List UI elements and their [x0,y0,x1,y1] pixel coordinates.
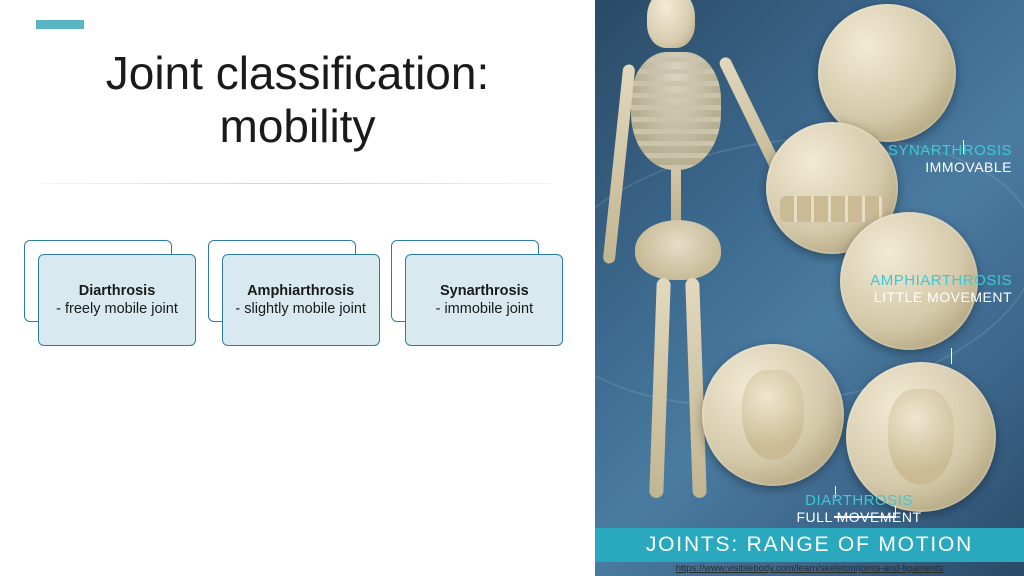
card-title: Amphiarthrosis [247,282,354,300]
banner: JOINTS: RANGE OF MOTION [595,528,1024,562]
divider [42,183,553,184]
callout-title: AMPHIARTHROSIS [870,272,1012,289]
callout-diarthrosis: DIARTHROSIS FULL MOVEMENT [794,492,924,525]
callout-title: SYNARTHROSIS [888,142,1012,159]
callout-sub: LITTLE MOVEMENT [870,289,1012,305]
detail-ankle [846,362,996,512]
card-body: Diarthrosis - freely mobile joint [38,254,196,346]
accent-bar [36,20,84,29]
content-panel: Joint classification: mobility Diarthros… [0,0,595,576]
callout-synarthrosis: SYNARTHROSIS IMMOVABLE [888,142,1012,175]
slide-title: Joint classification: mobility [30,47,565,153]
card-diarthrosis: Diarthrosis - freely mobile joint [38,254,190,346]
card-synarthrosis: Synarthrosis - immobile joint [405,254,557,346]
callout-amphiarthrosis: AMPHIARTHROSIS LITTLE MOVEMENT [870,272,1012,305]
card-body: Synarthrosis - immobile joint [405,254,563,346]
card-sub: - freely mobile joint [56,300,178,318]
detail-knee [702,344,844,486]
card-title: Diarthrosis [79,282,156,300]
callout-title: DIARTHROSIS [794,492,924,509]
anatomy-image-panel: SYNARTHROSIS IMMOVABLE AMPHIARTHROSIS LI… [595,0,1024,576]
detail-skull-suture [818,4,956,142]
image-credit: https://www.visiblebody.com/learn/skelet… [595,562,1024,576]
card-row: Diarthrosis - freely mobile joint Amphia… [30,254,565,346]
banner-text: JOINTS: RANGE OF MOTION [646,533,973,557]
callout-sub: IMMOVABLE [888,159,1012,175]
callout-sub: FULL MOVEMENT [794,509,924,525]
card-sub: - slightly mobile joint [235,300,366,318]
leader-line [951,348,953,364]
card-body: Amphiarthrosis - slightly mobile joint [222,254,380,346]
card-amphiarthrosis: Amphiarthrosis - slightly mobile joint [222,254,374,346]
card-sub: - immobile joint [436,300,534,318]
card-title: Synarthrosis [440,282,529,300]
